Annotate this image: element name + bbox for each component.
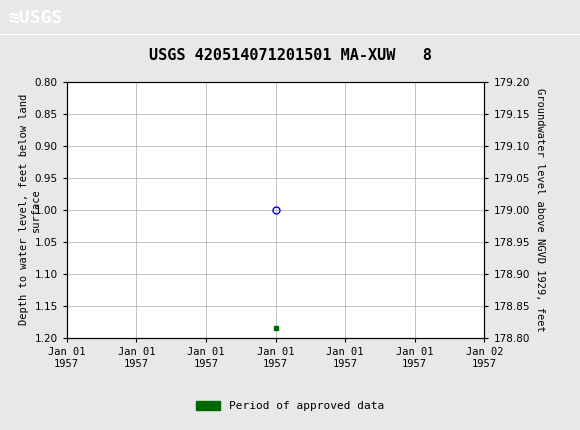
Y-axis label: Groundwater level above NGVD 1929, feet: Groundwater level above NGVD 1929, feet	[535, 88, 545, 332]
Y-axis label: Depth to water level, feet below land
surface: Depth to water level, feet below land su…	[20, 94, 41, 325]
Text: ≋USGS: ≋USGS	[9, 9, 63, 27]
Legend: Period of approved data: Period of approved data	[191, 397, 389, 416]
Text: USGS 420514071201501 MA-XUW   8: USGS 420514071201501 MA-XUW 8	[148, 48, 432, 63]
